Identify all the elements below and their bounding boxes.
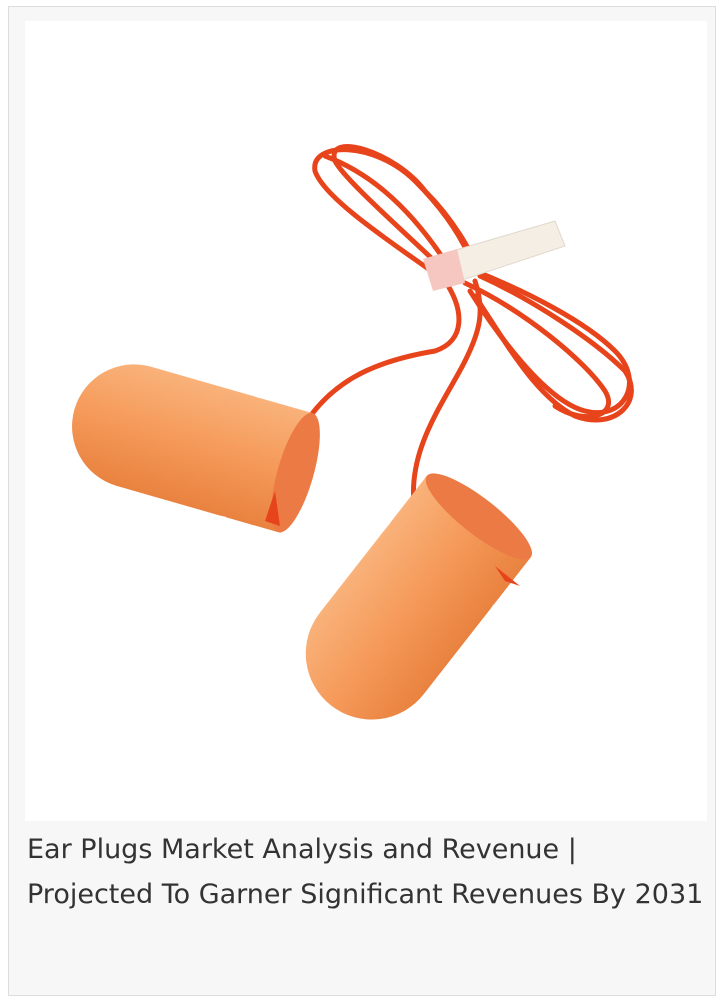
ear-plug-right <box>279 462 542 747</box>
page: Ear Plugs Market Analysis and Revenue | … <box>0 0 726 988</box>
article-card[interactable]: Ear Plugs Market Analysis and Revenue | … <box>8 6 716 996</box>
ear-plug-left <box>57 350 330 538</box>
product-image <box>25 21 707 821</box>
cord <box>295 147 631 511</box>
caption[interactable]: Ear Plugs Market Analysis and Revenue | … <box>27 827 707 917</box>
